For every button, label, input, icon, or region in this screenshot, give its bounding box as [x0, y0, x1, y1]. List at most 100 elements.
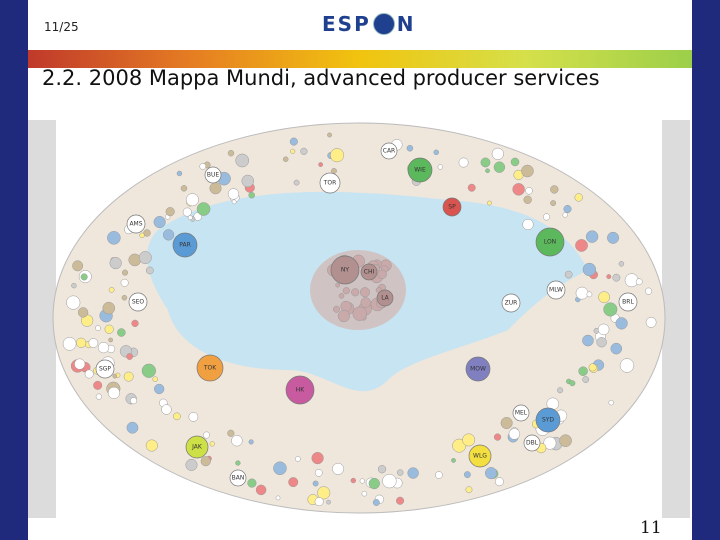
city-dot [326, 499, 331, 505]
city-dot [104, 324, 114, 334]
city-dot [199, 163, 207, 170]
city-label: SP [448, 204, 456, 211]
city-dot [327, 132, 332, 138]
city-dot [77, 307, 89, 318]
city-dot [521, 164, 534, 178]
city-dot [606, 274, 612, 279]
city-label: TOK [203, 365, 217, 372]
city-dot [318, 162, 324, 167]
city-dot [350, 477, 357, 484]
city-dot [235, 460, 241, 466]
city-dot [72, 260, 84, 272]
city-dot [582, 262, 597, 277]
city-dot [372, 499, 380, 506]
city-dot [123, 371, 134, 382]
city-dot [93, 380, 103, 390]
city-dot [368, 477, 380, 490]
city-dot [451, 458, 456, 463]
city-label: MEL [515, 410, 528, 417]
city-dot [185, 193, 199, 207]
city-circle [407, 157, 433, 183]
city-dot [312, 480, 319, 487]
city-dot [120, 278, 129, 287]
city-dot [582, 376, 590, 383]
city-dot [84, 369, 94, 379]
city-dot [407, 467, 419, 479]
city-dot [200, 456, 211, 467]
city-dot [153, 216, 166, 229]
city-dot [289, 137, 298, 146]
city-dot [559, 434, 572, 447]
city-label: CHI [364, 269, 375, 276]
city-circle [376, 289, 394, 307]
city-dot [435, 471, 443, 479]
city-circle [535, 407, 561, 433]
slide-title: 2.2. 2008 Mappa Mundi, advanced producer… [42, 66, 600, 90]
city-dot [122, 269, 129, 276]
city-dot [351, 288, 360, 297]
city-dot [480, 157, 491, 168]
city-circle [468, 444, 492, 468]
city-dot [463, 471, 471, 479]
city-label: JAK [191, 444, 203, 451]
city-dot [462, 433, 476, 447]
city-label: TOR [323, 180, 337, 187]
city-dot [161, 404, 172, 415]
city-dot [578, 366, 588, 376]
city-dot [282, 156, 289, 162]
city-dot [235, 153, 250, 168]
city-dot [332, 462, 345, 475]
city-dot [275, 495, 281, 501]
city-dot [352, 306, 367, 321]
city-dot [66, 295, 81, 310]
city-dot [227, 188, 240, 200]
city-dot [493, 161, 506, 173]
city-circle [360, 263, 378, 281]
city-dot [635, 278, 643, 286]
city-dot [487, 200, 492, 206]
city-dot [406, 144, 414, 152]
city-dot [300, 147, 308, 155]
city-dot [618, 261, 625, 267]
logo-flag [372, 13, 395, 35]
city-dot [433, 149, 439, 156]
city-dot [176, 170, 183, 177]
city-dot [603, 302, 618, 317]
city-label: LON [544, 239, 556, 246]
city-label: LA [381, 295, 389, 302]
city-circle [465, 356, 491, 382]
city-dot [612, 273, 621, 282]
city-circle [512, 404, 530, 422]
city-dot [491, 147, 504, 160]
city-dot [138, 251, 152, 265]
city-dot [76, 337, 87, 348]
city-dot [575, 286, 589, 300]
city-dot [484, 467, 498, 480]
city-dot [95, 325, 101, 331]
city-dot [273, 461, 287, 476]
city-dot [564, 270, 573, 279]
city-dot [585, 230, 599, 243]
city-dot [311, 452, 324, 465]
city-label: MLW [549, 287, 563, 294]
city-label: BUE [207, 172, 220, 179]
city-dot [290, 148, 296, 154]
city-circle [523, 434, 541, 452]
city-dot [337, 309, 350, 323]
left-border [0, 0, 28, 540]
city-dot [231, 199, 237, 205]
city-circle [330, 255, 360, 285]
city-dot [109, 257, 122, 270]
city-dot [512, 183, 525, 196]
city-dot [288, 477, 299, 488]
city-dot [588, 363, 597, 372]
city-dot [97, 341, 110, 354]
page-number: 11 [640, 518, 662, 538]
city-label: CAR [383, 148, 395, 155]
city-dot [108, 337, 113, 343]
city-dot [185, 458, 198, 471]
logo-text: N [396, 12, 416, 36]
city-dot [575, 239, 588, 252]
city-dot [335, 282, 340, 288]
city-dot [582, 334, 594, 347]
